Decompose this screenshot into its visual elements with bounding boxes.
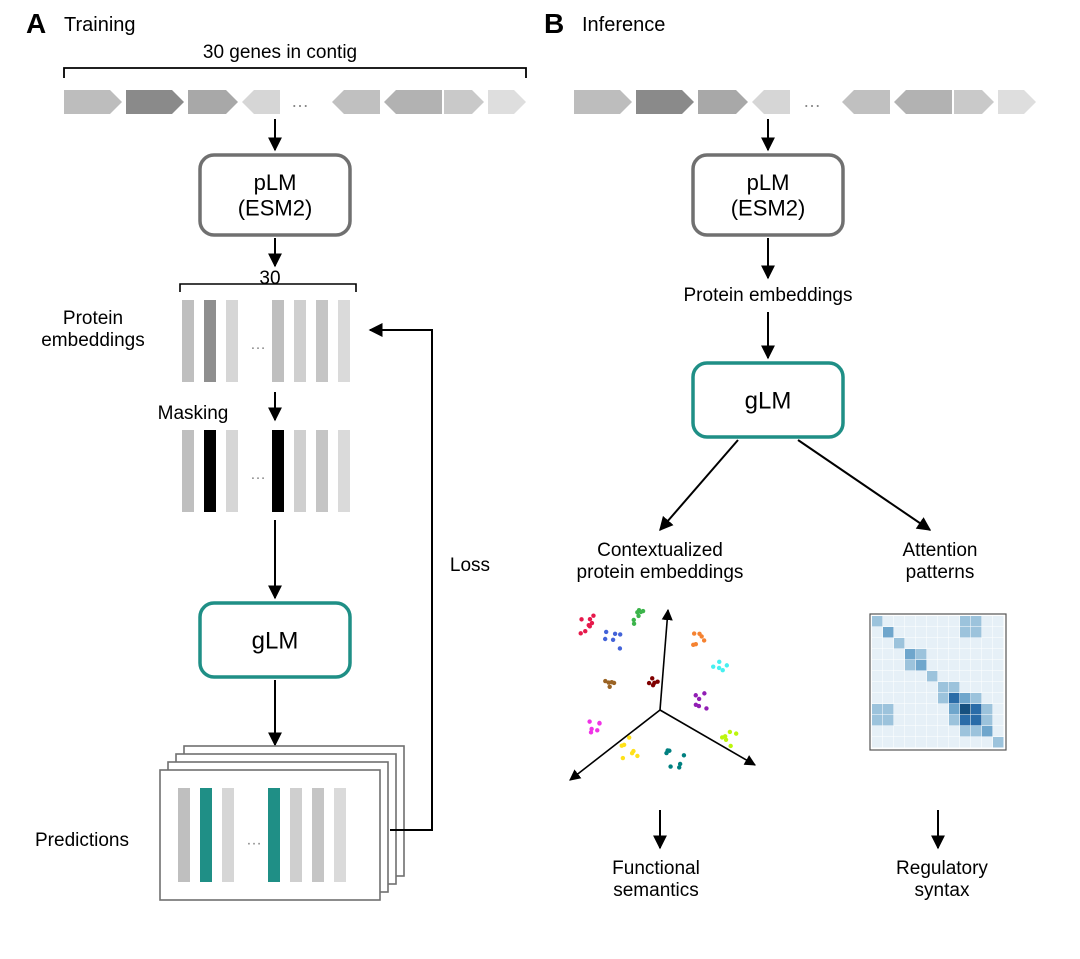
protein-emb-b: Protein embeddings [668, 285, 868, 307]
svg-text:…: … [246, 831, 262, 848]
svg-text:…: … [291, 91, 309, 111]
attention-label: Attention patterns [870, 540, 1010, 584]
loss-label: Loss [440, 555, 500, 577]
svg-text:…: … [250, 466, 266, 483]
svg-text:pLM: pLM [747, 170, 790, 195]
svg-text:(ESM2): (ESM2) [731, 195, 806, 220]
protein-emb-a: Protein embeddings [38, 308, 148, 352]
svg-text:…: … [803, 91, 821, 111]
diagram-canvas: ……pLM(ESM2)gLMpLM(ESM2)gLM……… [0, 0, 1080, 959]
svg-text:gLM: gLM [745, 387, 792, 414]
contig-label: 30 genes in contig [180, 42, 380, 64]
svg-text:gLM: gLM [252, 627, 299, 654]
emb-count-label: 30 [250, 268, 290, 290]
regulatory-label: Regulatory syntax [862, 858, 1022, 902]
functional-label: Functional semantics [576, 858, 736, 902]
svg-text:pLM: pLM [254, 170, 297, 195]
masking-label: Masking [148, 403, 238, 425]
svg-text:(ESM2): (ESM2) [238, 195, 313, 220]
predictions-label: Predictions [22, 830, 142, 852]
context-emb-label: Contextualized protein embeddings [560, 540, 760, 584]
svg-text:…: … [250, 336, 266, 353]
